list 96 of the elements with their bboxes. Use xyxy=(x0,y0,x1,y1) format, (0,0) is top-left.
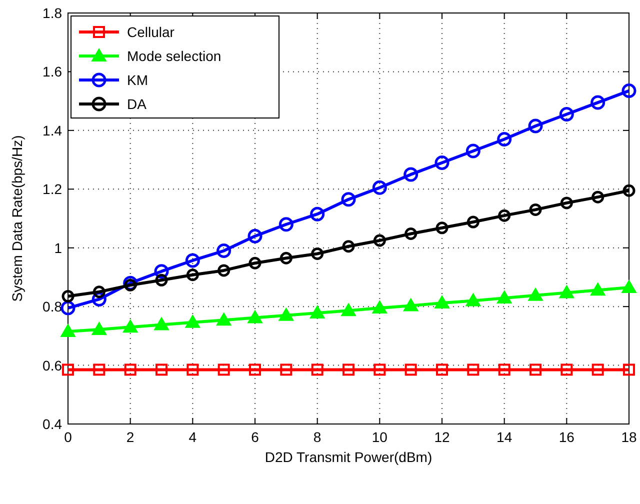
point xyxy=(434,155,450,170)
point xyxy=(404,167,418,182)
point xyxy=(92,286,106,298)
x-tick-label: 10 xyxy=(372,429,388,445)
point xyxy=(590,95,606,110)
y-axis-title: System Data Rate(bps/Hz) xyxy=(9,135,25,302)
point xyxy=(623,364,635,376)
x-tick-label: 4 xyxy=(188,429,197,445)
point xyxy=(374,364,386,376)
point xyxy=(218,364,230,376)
point xyxy=(529,203,542,216)
point xyxy=(216,244,232,258)
point xyxy=(466,293,481,306)
y-tick-label: 1.8 xyxy=(42,5,62,21)
point xyxy=(278,217,294,232)
x-tick-label: 0 xyxy=(64,429,72,445)
point xyxy=(310,306,325,319)
point xyxy=(186,268,199,282)
point xyxy=(404,228,418,240)
point xyxy=(498,364,510,376)
point xyxy=(280,364,292,376)
point xyxy=(496,290,512,304)
point xyxy=(278,308,294,321)
x-tick-label: 8 xyxy=(313,429,322,445)
y-tick-label: 1.6 xyxy=(42,64,62,80)
point xyxy=(372,300,388,314)
x-tick-label: 18 xyxy=(621,429,637,445)
point xyxy=(185,253,200,268)
x-tick-label: 12 xyxy=(434,429,450,445)
legend-label: Mode selection xyxy=(127,48,222,64)
point xyxy=(122,320,138,333)
point xyxy=(185,314,200,328)
point xyxy=(373,234,386,247)
point xyxy=(466,144,480,158)
point xyxy=(497,132,512,146)
point xyxy=(559,285,574,298)
point xyxy=(248,310,262,324)
point xyxy=(311,247,324,260)
y-tick-label: 1 xyxy=(54,240,62,256)
point xyxy=(216,312,232,326)
point xyxy=(467,364,480,376)
point xyxy=(560,364,573,376)
point xyxy=(530,364,542,376)
point xyxy=(592,364,604,376)
point xyxy=(590,282,606,296)
point xyxy=(124,364,136,376)
point xyxy=(311,364,324,376)
point xyxy=(434,296,450,309)
point xyxy=(498,209,511,222)
point xyxy=(280,252,292,264)
legend-label: KM xyxy=(127,72,148,88)
x-tick-label: 2 xyxy=(126,429,134,445)
point xyxy=(404,364,417,376)
point xyxy=(528,118,543,134)
point xyxy=(622,280,636,293)
point xyxy=(154,317,169,330)
point xyxy=(341,192,356,207)
point xyxy=(403,298,418,312)
y-tick-label: 0.8 xyxy=(42,298,62,315)
point xyxy=(466,216,480,228)
y-tick-label: 1.4 xyxy=(42,122,62,138)
point xyxy=(342,240,355,253)
point xyxy=(310,206,325,222)
x-axis-title: D2D Transmit Power(dBm) xyxy=(264,449,432,465)
point xyxy=(436,364,448,376)
point xyxy=(372,180,387,195)
legend-label: Cellular xyxy=(127,24,175,40)
x-tick-label: 16 xyxy=(558,429,575,445)
point xyxy=(559,107,574,122)
point xyxy=(249,364,261,376)
point xyxy=(560,196,573,210)
point xyxy=(248,228,262,244)
point xyxy=(528,288,543,301)
point xyxy=(60,324,76,338)
point xyxy=(186,364,199,376)
point xyxy=(156,364,168,376)
point xyxy=(155,274,168,286)
point xyxy=(342,364,354,376)
point xyxy=(93,364,106,376)
legend-label: DA xyxy=(127,96,148,112)
x-tick-label: 6 xyxy=(251,429,260,445)
point xyxy=(248,256,262,270)
point xyxy=(62,364,74,376)
point xyxy=(622,184,636,197)
point xyxy=(622,84,636,98)
point xyxy=(62,290,74,303)
y-tick-label: 0.4 xyxy=(42,416,62,432)
x-tick-label: 14 xyxy=(496,429,512,445)
point xyxy=(92,322,107,335)
point xyxy=(124,278,137,292)
point xyxy=(436,222,448,234)
y-tick-label: 0.6 xyxy=(42,357,62,374)
point xyxy=(218,264,230,277)
point xyxy=(341,303,356,316)
y-tick-label: 1.2 xyxy=(42,181,62,198)
point xyxy=(592,190,604,204)
